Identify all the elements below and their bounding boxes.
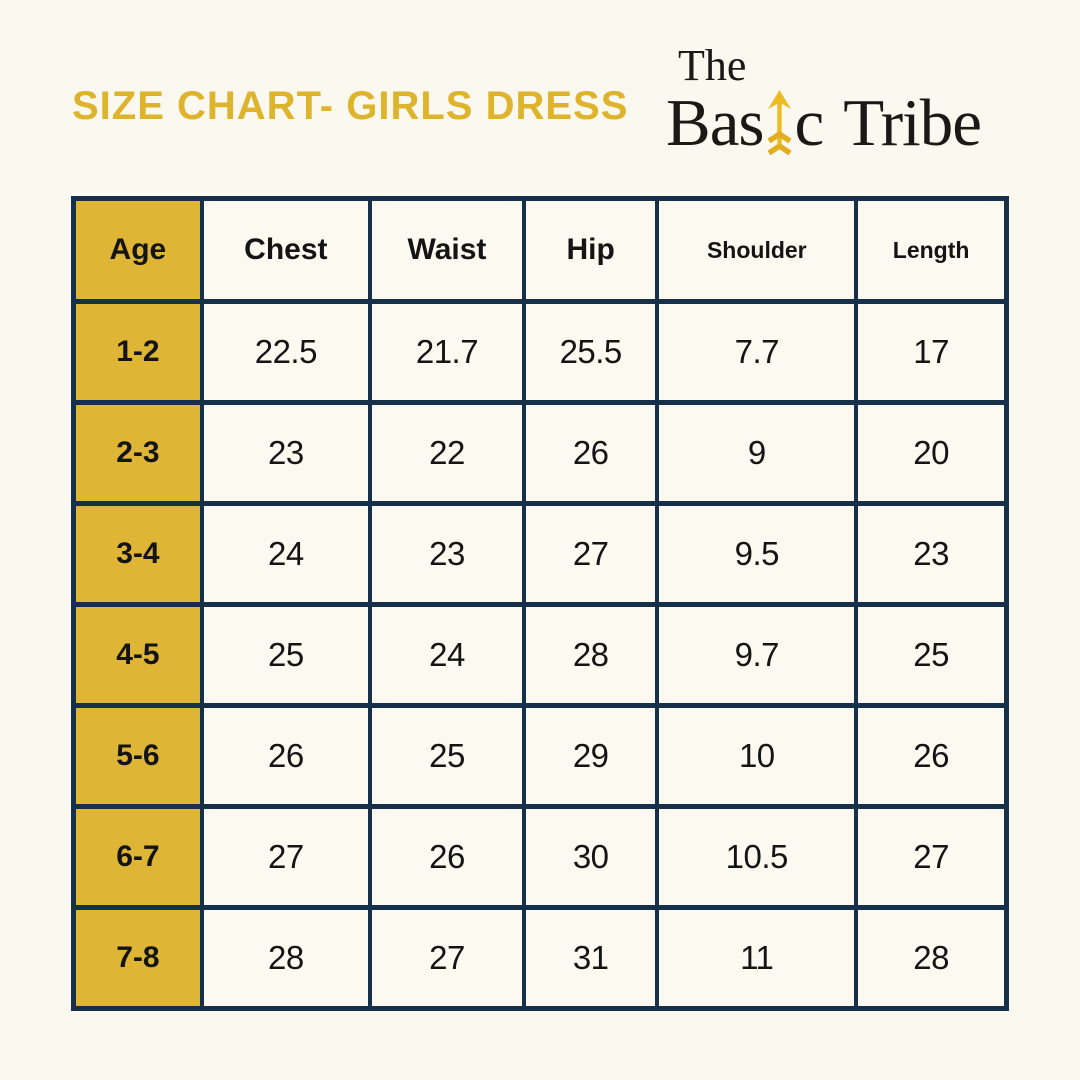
size-chart-table: Age Chest Waist Hip Shoulder Length 1-2 …: [71, 196, 1009, 1011]
waist-cell: 27: [367, 905, 527, 1011]
chest-cell: 24: [199, 501, 372, 607]
chest-cell: 28: [199, 905, 372, 1011]
age-cell: 1-2: [71, 299, 204, 405]
length-cell: 28: [854, 905, 1009, 1011]
gold-arrow-up-icon: [766, 90, 792, 156]
header-cell-chest: Chest: [199, 196, 372, 304]
chest-cell: 27: [199, 804, 372, 910]
table-row: 2-3 23 22 26 9 20: [71, 400, 1009, 506]
shoulder-cell: 10: [655, 703, 859, 809]
waist-cell: 22: [367, 400, 527, 506]
brand-logo: The Bas c Tribe: [666, 41, 982, 161]
chest-cell: 23: [199, 400, 372, 506]
waist-cell: 25: [367, 703, 527, 809]
length-cell: 25: [854, 602, 1009, 708]
table-row: 6-7 27 26 30 10.5 27: [71, 804, 1009, 910]
hip-cell: 30: [522, 804, 660, 910]
age-cell: 6-7: [71, 804, 204, 910]
length-cell: 17: [854, 299, 1009, 405]
hip-cell: 27: [522, 501, 660, 607]
shoulder-cell: 7.7: [655, 299, 859, 405]
length-cell: 26: [854, 703, 1009, 809]
shoulder-cell: 10.5: [655, 804, 859, 910]
chest-cell: 26: [199, 703, 372, 809]
hip-cell: 31: [522, 905, 660, 1011]
waist-cell: 23: [367, 501, 527, 607]
header-cell-age: Age: [71, 196, 204, 304]
length-cell: 23: [854, 501, 1009, 607]
age-cell: 2-3: [71, 400, 204, 506]
table-row: 4-5 25 24 28 9.7 25: [71, 602, 1009, 708]
hip-cell: 29: [522, 703, 660, 809]
age-cell: 3-4: [71, 501, 204, 607]
age-cell: 7-8: [71, 905, 204, 1011]
header-cell-waist: Waist: [367, 196, 527, 304]
logo-word-basic-suffix: c: [794, 86, 825, 161]
chest-cell: 22.5: [199, 299, 372, 405]
length-cell: 27: [854, 804, 1009, 910]
shoulder-cell: 9.7: [655, 602, 859, 708]
shoulder-cell: 11: [655, 905, 859, 1011]
logo-the-text: The: [678, 41, 747, 90]
age-cell: 5-6: [71, 703, 204, 809]
waist-cell: 24: [367, 602, 527, 708]
logo-word-basic-prefix: Bas: [666, 86, 764, 161]
hip-cell: 26: [522, 400, 660, 506]
chest-cell: 25: [199, 602, 372, 708]
shoulder-cell: 9.5: [655, 501, 859, 607]
table-row: 5-6 26 25 29 10 26: [71, 703, 1009, 809]
logo-main-text: Bas c Tribe: [666, 86, 982, 161]
page-title: SIZE CHART- GIRLS DRESS: [72, 84, 629, 128]
table-row: 3-4 24 23 27 9.5 23: [71, 501, 1009, 607]
logo-word-tribe: Tribe: [843, 86, 982, 161]
table-row: 7-8 28 27 31 11 28: [71, 905, 1009, 1011]
waist-cell: 21.7: [367, 299, 527, 405]
age-cell: 4-5: [71, 602, 204, 708]
header-cell-hip: Hip: [522, 196, 660, 304]
table-row: 1-2 22.5 21.7 25.5 7.7 17: [71, 299, 1009, 405]
hip-cell: 28: [522, 602, 660, 708]
hip-cell: 25.5: [522, 299, 660, 405]
length-cell: 20: [854, 400, 1009, 506]
table-header-row: Age Chest Waist Hip Shoulder Length: [71, 196, 1009, 304]
header-cell-shoulder: Shoulder: [655, 196, 859, 304]
header-cell-length: Length: [854, 196, 1009, 304]
shoulder-cell: 9: [655, 400, 859, 506]
waist-cell: 26: [367, 804, 527, 910]
